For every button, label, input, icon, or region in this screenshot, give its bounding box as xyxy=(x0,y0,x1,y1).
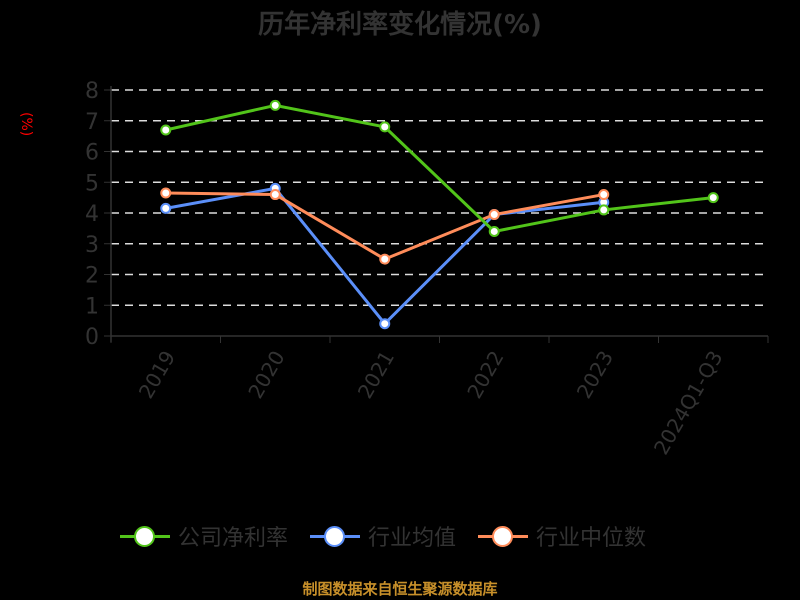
data-point[interactable] xyxy=(488,225,500,237)
data-point[interactable] xyxy=(269,189,281,201)
y-tick-label: 6 xyxy=(85,141,99,166)
legend-item-company[interactable]: 公司净利率 xyxy=(120,520,288,552)
x-tick-label: 2022 xyxy=(462,347,508,403)
legend-label: 行业均值 xyxy=(368,526,457,551)
series-line xyxy=(165,191,605,261)
x-tick-label: 2021 xyxy=(353,347,399,403)
y-tick-label: 7 xyxy=(85,110,99,135)
y-tick-label: 4 xyxy=(85,202,99,227)
legend-marker-icon xyxy=(310,524,361,548)
legend-label: 公司净利率 xyxy=(178,526,289,551)
data-point[interactable] xyxy=(598,204,610,216)
data-point[interactable] xyxy=(160,187,172,199)
data-point[interactable] xyxy=(160,124,172,136)
data-point[interactable] xyxy=(379,253,391,265)
data-point[interactable] xyxy=(160,202,172,214)
legend: 公司净利率 行业均值 行业中位数 xyxy=(120,520,646,552)
chart-title: 历年净利率变化情况(%) xyxy=(258,10,542,40)
y-tick-label: 2 xyxy=(85,264,99,289)
data-point[interactable] xyxy=(379,318,391,330)
y-tick-label: 8 xyxy=(85,79,99,104)
data-point[interactable] xyxy=(269,99,281,111)
x-tick-label: 2023 xyxy=(572,347,618,403)
legend-marker-icon xyxy=(478,524,529,548)
data-source-note: 制图数据来自恒生聚源数据库 xyxy=(302,580,498,598)
legend-item-industry-median[interactable]: 行业中位数 xyxy=(478,520,646,552)
line-chart: 0 1 2 3 4 5 6 7 8 2019 2020 2021 2022 2023 2024Q1-Q3 xyxy=(85,79,769,459)
data-point[interactable] xyxy=(488,209,500,221)
series-line xyxy=(165,103,714,234)
legend-item-industry-avg[interactable]: 行业均值 xyxy=(310,520,456,552)
legend-label: 行业中位数 xyxy=(536,526,647,551)
y-tick-label: 5 xyxy=(85,171,99,196)
legend-marker-icon xyxy=(120,524,170,548)
data-point[interactable] xyxy=(379,121,391,133)
x-tick-label: 2024Q1-Q3 xyxy=(649,347,728,459)
y-tick-label: 0 xyxy=(85,325,99,350)
y-tick-label: 1 xyxy=(85,294,99,319)
x-tick-label: 2020 xyxy=(243,347,289,403)
data-point[interactable] xyxy=(707,192,719,204)
x-tick-label: 2019 xyxy=(134,347,180,403)
y-tick-label: 3 xyxy=(85,233,99,258)
data-point[interactable] xyxy=(598,189,610,201)
